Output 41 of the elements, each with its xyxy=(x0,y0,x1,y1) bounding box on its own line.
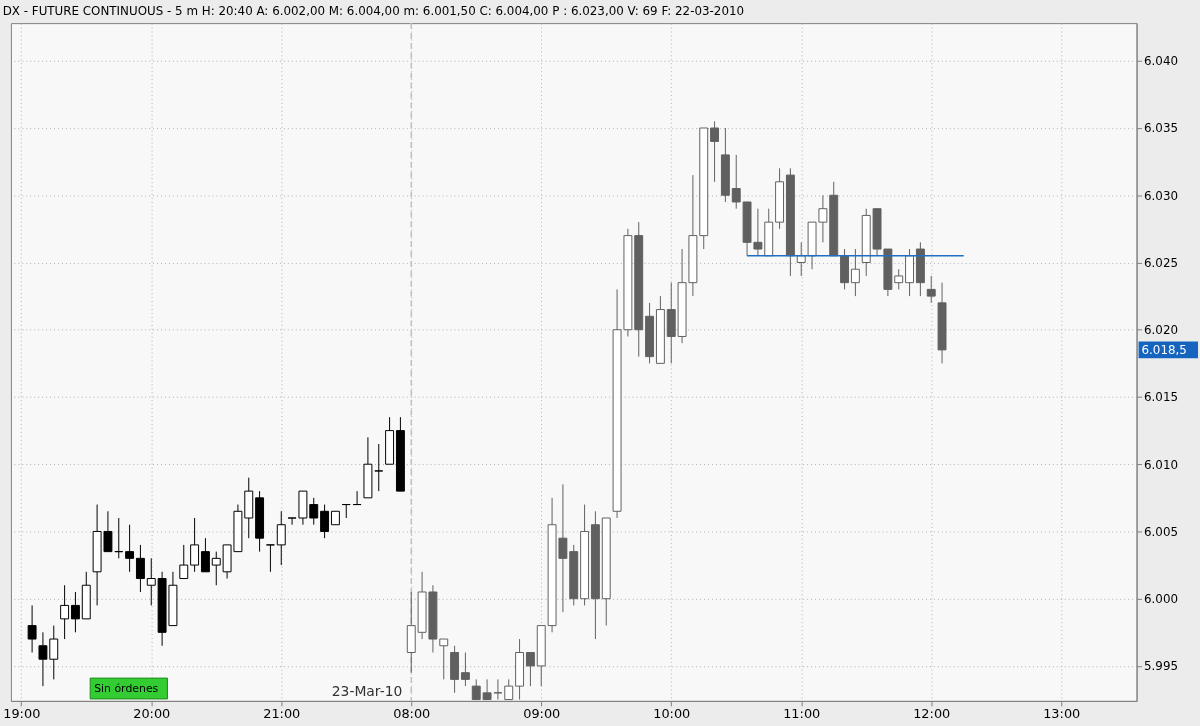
candlestick xyxy=(460,651,470,687)
x-tick-label: 21:00 xyxy=(263,706,301,722)
x-tick-label: 11:00 xyxy=(783,706,821,722)
y-tick-label: 6.010 xyxy=(1144,457,1179,472)
candlestick xyxy=(179,544,189,580)
candlestick xyxy=(125,524,135,573)
annotation: 23-Mar-10 xyxy=(331,682,403,699)
x-tick-label: 09:00 xyxy=(523,706,561,722)
candlestick xyxy=(287,517,297,526)
x-tick-label: 20:00 xyxy=(133,706,171,722)
text: 6.018,5 xyxy=(1141,342,1187,357)
y-tick-label: 6.020 xyxy=(1144,323,1179,338)
y-tick-label: 6.015 xyxy=(1144,390,1179,405)
candlestick xyxy=(60,584,70,640)
candlestick xyxy=(135,544,145,593)
chart-title: DX - FUTURE CONTINUOUS - 5 m H: 20:40 A: 6.002,00 M: 6.004,00 m: 6.001,50 C: 6.004,00 P : 6.023,00 V: 69 F: 22-03-2010 xyxy=(2,4,745,19)
candlestick xyxy=(70,591,80,633)
candlestick xyxy=(926,275,936,304)
y-tick-label: 5.995 xyxy=(1144,659,1179,674)
x-tick-label: 12:00 xyxy=(913,706,951,722)
candlestick xyxy=(374,443,384,492)
x-tick-label: 13:00 xyxy=(1043,706,1081,722)
y-tick-label: 6.005 xyxy=(1144,524,1179,539)
candlestick xyxy=(200,537,210,573)
y-tick-label: 6.030 xyxy=(1144,188,1179,203)
x-tick-label: 10:00 xyxy=(653,706,691,722)
candlestick xyxy=(320,504,330,539)
annotation: Sin órdenes xyxy=(94,681,159,695)
candlestick xyxy=(710,120,720,183)
candlestick xyxy=(190,517,200,573)
x-tick-label: 08:00 xyxy=(393,706,431,722)
candlestick xyxy=(265,544,275,573)
candlestick xyxy=(525,651,535,687)
y-tick-label: 6.025 xyxy=(1144,255,1179,270)
candlestick xyxy=(850,248,860,297)
y-tick-label: 6.035 xyxy=(1144,121,1179,136)
candlestick xyxy=(276,510,286,566)
candlestick xyxy=(27,604,37,653)
y-tick-label: 6.000 xyxy=(1144,592,1179,607)
x-tick-label: 19:00 xyxy=(3,706,41,722)
y-tick-label: 6.040 xyxy=(1144,54,1179,69)
